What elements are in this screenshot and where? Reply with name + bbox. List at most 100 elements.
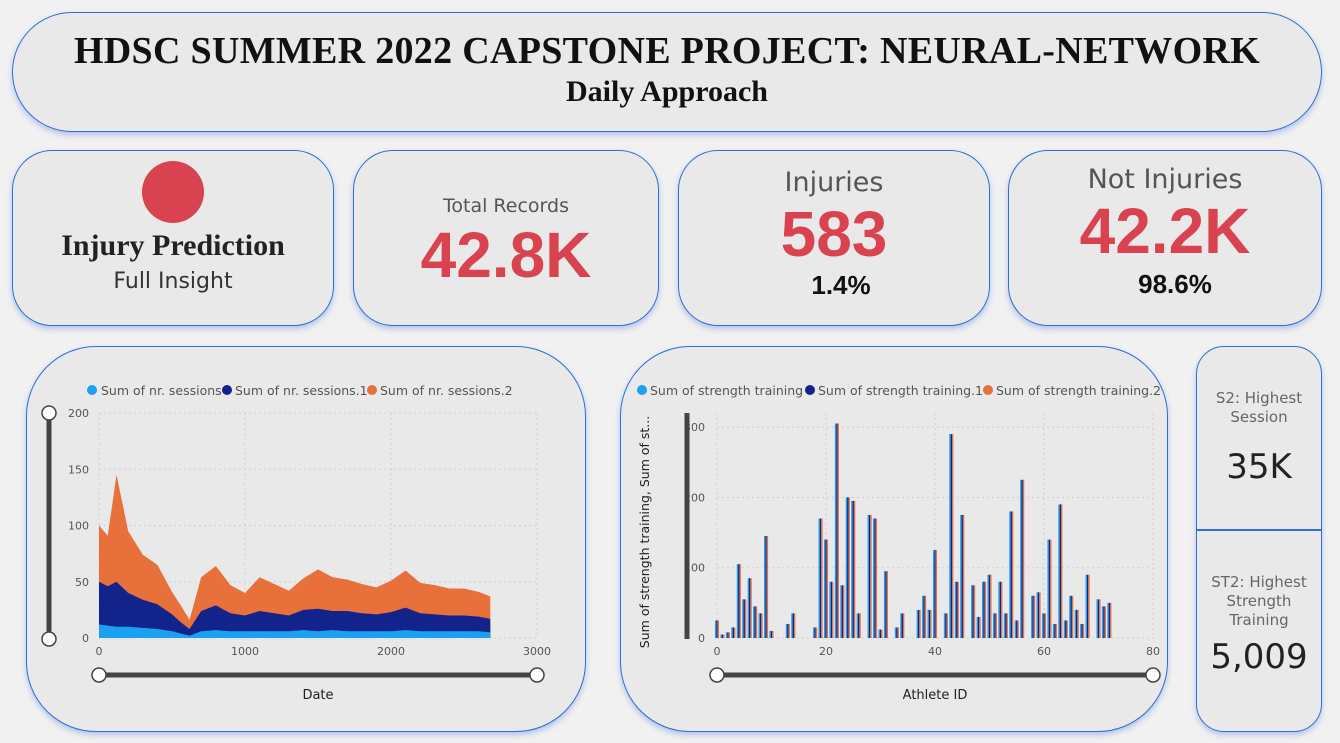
bar-athlete-60-series-1 [1041, 613, 1044, 638]
bar-athlete-56-series-3 [1022, 479, 1025, 638]
x-tick-label: 60 [1037, 645, 1051, 658]
bar-athlete-8-series-1 [758, 613, 760, 638]
bar-athlete-50-series-3 [990, 574, 992, 638]
bar-athlete-56-series-1 [1020, 479, 1022, 638]
bar-athlete-67-series-2 [1081, 623, 1083, 638]
bar-athlete-67-series-1 [1080, 623, 1082, 638]
bar-athlete-68-series-2 [1086, 574, 1089, 638]
bar-athlete-39-series-3 [930, 609, 932, 638]
bar-athlete-4-series-3 [739, 564, 741, 638]
bar-athlete-59-series-1 [1036, 592, 1038, 638]
bar-athlete-55-series-3 [1017, 620, 1019, 638]
legend-strength: Sum of strength training Sum of strength… [637, 383, 1161, 398]
header-card: HDSC SUMMER 2022 CAPSTONE PROJECT: NEURA… [12, 12, 1322, 132]
bar-athlete-18-series-1 [813, 627, 815, 638]
bar-athlete-21-series-1 [829, 581, 831, 638]
bar-athlete-48-series-3 [979, 616, 981, 638]
bar-athlete-26-series-3 [859, 613, 861, 638]
legend-marker-strength-2 [983, 385, 993, 395]
bar-athlete-5-series-3 [744, 599, 747, 638]
bar-athlete-38-series-2 [923, 595, 925, 638]
bar-athlete-45-series-3 [962, 514, 965, 638]
bar-athlete-66-series-2 [1076, 609, 1078, 638]
bar-athlete-1-series-1 [720, 634, 722, 638]
bar-athlete-50-series-2 [988, 574, 991, 638]
injuries-percent: 1.4% [811, 270, 871, 300]
y-tick-label: 150 [68, 463, 89, 476]
bar-athlete-59-series-3 [1039, 592, 1041, 638]
bar-athlete-37-series-2 [917, 609, 920, 638]
bar-athlete-64-series-3 [1066, 620, 1068, 638]
bar-athlete-29-series-3 [875, 518, 878, 638]
bar-athlete-2-series-2 [727, 632, 729, 638]
bar-athlete-47-series-1 [971, 585, 973, 638]
bar-athlete-0-series-1 [714, 620, 717, 638]
bar-athlete-3-series-3 [734, 627, 736, 638]
bar-athlete-7-series-3 [755, 606, 758, 638]
x-range-slider-handle-left-2[interactable] [709, 667, 725, 683]
bar-athlete-62-series-1 [1052, 623, 1055, 638]
bar-athlete-45-series-1 [960, 514, 962, 638]
bar-athlete-40-series-3 [935, 550, 938, 638]
y-range-slider-handle-top[interactable] [41, 405, 57, 421]
bar-athlete-6-series-1 [747, 578, 750, 638]
bar-athlete-48-series-2 [977, 616, 980, 638]
bar-athlete-59-series-2 [1037, 592, 1040, 638]
bar-athlete-19-series-2 [819, 518, 822, 638]
legend-label-sessions-1: Sum of nr. sessions.1 [235, 383, 368, 398]
page-subtitle: Daily Approach [566, 75, 768, 108]
bar-athlete-34-series-1 [900, 613, 902, 638]
x-range-slider-handle-right-2[interactable] [1145, 667, 1161, 683]
bar-athlete-24-series-3 [848, 497, 850, 638]
x-tick-label: 1000 [231, 645, 259, 658]
bar-athlete-31-series-2 [885, 571, 887, 638]
injury-prediction-title: Injury Prediction [61, 229, 285, 262]
bar-athlete-19-series-1 [818, 518, 820, 638]
bar-athlete-23-series-3 [843, 585, 845, 638]
bar-athlete-40-series-2 [934, 550, 936, 638]
bar-athlete-28-series-1 [867, 514, 869, 638]
bar-athlete-54-series-3 [1011, 511, 1014, 638]
bar-athlete-6-series-2 [749, 578, 751, 638]
y-range-slider-handle-bottom[interactable] [41, 631, 57, 647]
injuries-card: Injuries 583 1.4% [678, 150, 990, 326]
x-tick-label: 80 [1146, 645, 1160, 658]
x-axis-label-date: Date [302, 688, 333, 703]
injury-prediction-card[interactable]: Injury Prediction Full Insight [12, 150, 334, 326]
legend-label-strength: Sum of strength training [650, 383, 803, 398]
bar-athlete-30-series-1 [878, 629, 880, 638]
bar-athlete-58-series-3 [1033, 595, 1036, 638]
total-records-card: Total Records 42.8K [353, 150, 659, 326]
bar-athlete-70-series-3 [1099, 599, 1101, 638]
x-range-slider-handle-right[interactable] [529, 667, 545, 683]
bar-athlete-61-series-2 [1048, 539, 1051, 638]
bar-athlete-52-series-1 [998, 581, 1000, 638]
bar-athlete-3-series-1 [731, 627, 733, 638]
bar-athlete-65-series-2 [1070, 595, 1072, 638]
injury-prediction-subtitle: Full Insight [113, 269, 233, 294]
bar-athlete-10-series-2 [770, 630, 773, 638]
x-tick-label: 20 [819, 645, 833, 658]
bar-athlete-13-series-3 [788, 623, 790, 638]
bar-athlete-13-series-1 [785, 623, 788, 638]
bar-athlete-34-series-3 [902, 613, 905, 638]
bar-athlete-8-series-2 [759, 613, 762, 638]
bar-athlete-37-series-3 [919, 609, 921, 638]
s2-label: S2: Highest Session [1215, 389, 1303, 426]
bar-athlete-4-series-1 [736, 564, 739, 638]
bar-athlete-63-series-2 [1059, 504, 1062, 638]
bar-athlete-9-series-3 [766, 536, 769, 638]
st2-value: 5,009 [1210, 637, 1308, 677]
x-range-slider-handle-left[interactable] [91, 667, 107, 683]
bar-athlete-20-series-3 [826, 539, 829, 638]
bar-athlete-39-series-2 [928, 609, 931, 638]
bar-athlete-70-series-1 [1096, 599, 1098, 638]
strength-chart-card: Sum of strength training Sum of strength… [620, 346, 1168, 732]
bar-athlete-62-series-3 [1055, 623, 1057, 638]
not-injuries-label: Not Injuries [1087, 164, 1243, 195]
bar-athlete-30-series-2 [879, 629, 882, 638]
sessions-chart-card: Sum of nr. sessions Sum of nr. sessions.… [26, 346, 586, 732]
bar-athlete-29-series-2 [874, 518, 876, 638]
bar-athlete-22-series-2 [836, 423, 838, 638]
bar-athlete-55-series-2 [1016, 620, 1018, 638]
